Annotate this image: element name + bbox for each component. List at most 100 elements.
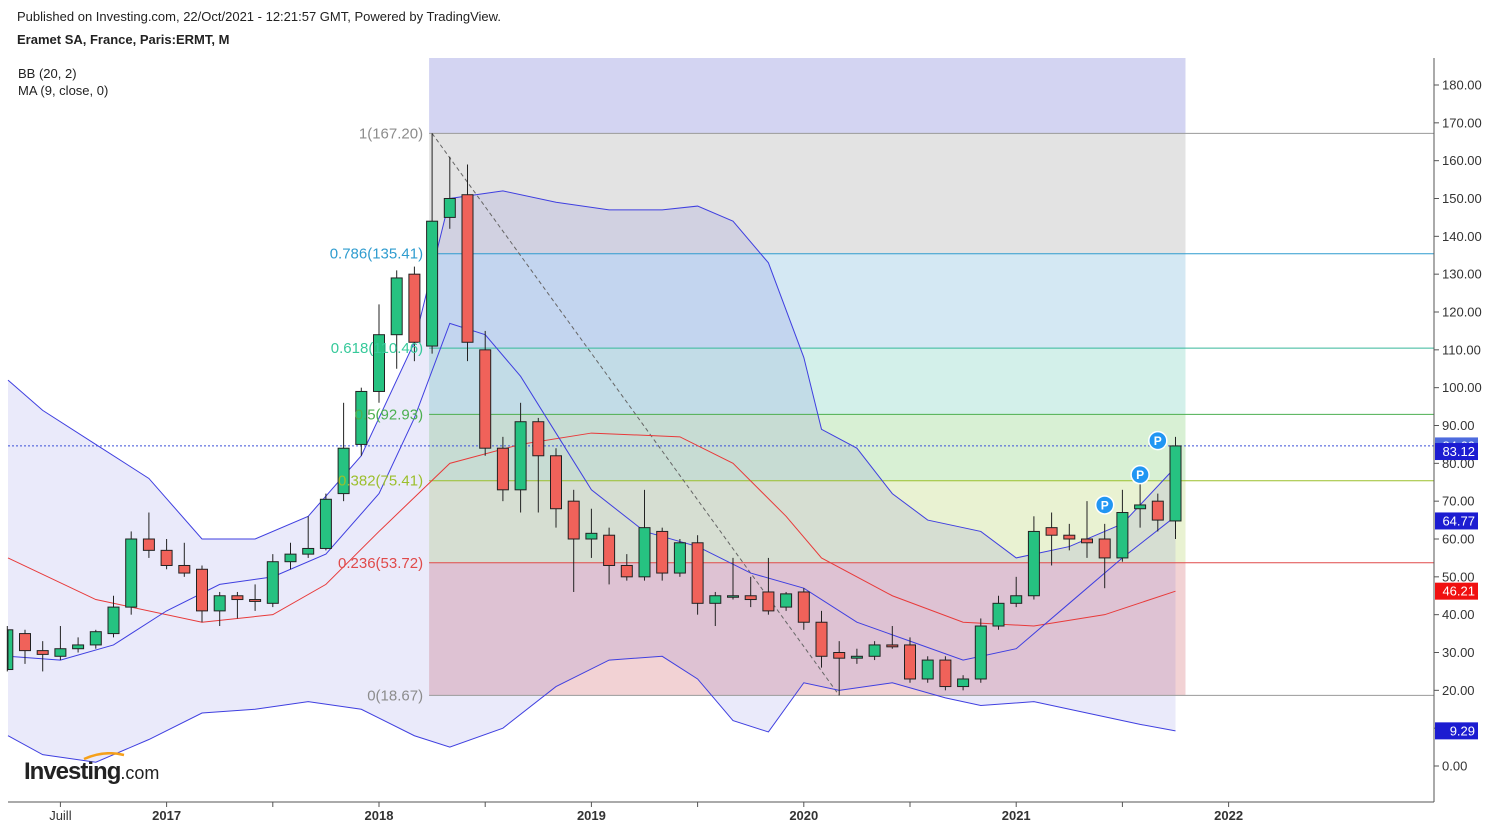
indicator-ma-label[interactable]: MA (9, close, 0) — [18, 83, 109, 98]
fib-label-0: 0(18.67) — [367, 687, 423, 704]
candle-body — [691, 542, 704, 604]
pivot-marker-circle — [1130, 464, 1150, 485]
candle-2017-09 — [302, 516, 315, 558]
candle-2017-07 — [266, 554, 279, 608]
candle-2019-12 — [780, 591, 793, 611]
candle-body — [125, 538, 138, 608]
fib-extension-zone — [429, 58, 1186, 134]
bollinger-basis-line — [7, 432, 1176, 627]
candle-body — [1027, 530, 1040, 597]
candle-body — [1098, 538, 1111, 559]
fib-label-0.5: 0.5(92.93) — [355, 406, 423, 423]
candle-body — [727, 595, 739, 598]
candle-body — [390, 277, 403, 336]
candle-2017-12 — [355, 387, 368, 456]
y-tick-label: 170.00 — [1442, 115, 1482, 130]
candle-2021-07 — [1116, 489, 1129, 562]
y-tick-label: 70.00 — [1442, 494, 1475, 509]
candle-body — [461, 194, 474, 343]
x-tick-label: 2019 — [577, 808, 606, 823]
candle-2021-06 — [1098, 523, 1111, 589]
candle-body — [1081, 538, 1093, 544]
y-tick-label: 30.00 — [1442, 645, 1475, 660]
candle-2021-09 — [1151, 493, 1164, 532]
fibonacci-labels: 1(167.20) 0.786(135.41) 0.618(110.46) 0.5(9… — [330, 125, 423, 704]
candle-2019-09 — [727, 557, 739, 600]
x-tick-label: 2017 — [152, 808, 181, 823]
candle-2017-08 — [284, 542, 297, 570]
y-tick-label: 110.00 — [1442, 342, 1481, 357]
candle-2016-10 — [107, 595, 120, 638]
candle-body — [213, 595, 226, 612]
y-tick-label: 50.00 — [1442, 569, 1475, 584]
candle-2019-10 — [744, 576, 757, 608]
candle-2017-05 — [231, 591, 244, 619]
candle-body — [921, 659, 934, 680]
candle-body — [550, 455, 562, 510]
candle-body — [142, 538, 155, 551]
fib-zone-0.786 — [429, 253, 1186, 349]
price-tag-box — [1435, 722, 1478, 740]
x-tick-label: 2021 — [1002, 808, 1031, 823]
candle-2019-03 — [620, 554, 633, 581]
candle-2020-12 — [992, 595, 1005, 630]
candle-2016-09 — [89, 629, 102, 649]
candle-2020-08 — [921, 656, 934, 683]
candle-2019-04 — [638, 489, 651, 581]
logo-swoosh-icon — [83, 752, 125, 760]
candle-2016-12 — [142, 512, 155, 558]
candle-2020-04 — [850, 648, 863, 664]
price-tag-box — [1435, 582, 1478, 600]
fib-label-0.382: 0.382(75.41) — [338, 473, 423, 490]
candle-body — [373, 334, 385, 392]
candle-body — [426, 220, 439, 347]
candle-2020-02 — [815, 610, 828, 668]
candle-2019-08 — [709, 591, 722, 627]
pivot-marker-3: P — [1148, 430, 1168, 451]
candle-body — [762, 591, 775, 612]
candle-body — [1169, 445, 1182, 522]
candle-body — [992, 602, 1005, 627]
candle-body — [532, 421, 545, 457]
candle-body — [178, 564, 191, 574]
candle-2020-05 — [868, 641, 881, 661]
investing-logo: Investing.com — [24, 752, 159, 786]
candle-body — [355, 390, 368, 445]
y-tick-label: 180.00 — [1442, 78, 1482, 93]
pivot-marker-2: P — [1130, 464, 1150, 485]
pivot-marker-circle — [1148, 430, 1168, 451]
candle-body — [496, 447, 509, 491]
price-tag-83.12: 83.12 — [1435, 443, 1478, 461]
candle-2018-08 — [496, 436, 509, 502]
candle-2018-01 — [373, 304, 385, 403]
price-tag-box — [1435, 443, 1478, 461]
candle-body — [107, 606, 120, 635]
candle-2020-09 — [939, 656, 952, 691]
bollinger-band-fill — [8, 190, 1176, 763]
fib-zone-0.618 — [429, 348, 1186, 415]
candle-body — [514, 421, 527, 491]
candle-body — [231, 595, 244, 601]
candle-2021-10 — [1169, 436, 1182, 539]
price-tag-9.29: 9.29 — [1435, 722, 1478, 740]
candle-2020-10 — [957, 675, 970, 691]
price-tag-label: 64.77 — [1442, 513, 1475, 528]
candle-2018-06 — [461, 164, 474, 362]
indicator-lines — [7, 190, 1434, 763]
y-tick-label: 20.00 — [1442, 683, 1475, 698]
pivot-marker-label: P — [1101, 498, 1109, 512]
candle-2021-03 — [1045, 512, 1058, 566]
indicator-bollinger-label[interactable]: BB (20, 2) — [18, 66, 77, 81]
candle-body — [36, 650, 49, 655]
candle-2016-08 — [72, 637, 85, 653]
candle-2018-07 — [479, 330, 492, 456]
candle-2019-05 — [656, 527, 669, 581]
bollinger-upper-line — [7, 190, 1176, 559]
candle-body — [1063, 534, 1076, 540]
candle-2019-07 — [691, 535, 704, 615]
candle-body — [567, 500, 580, 540]
candle-body — [1116, 512, 1129, 559]
candle-body — [780, 593, 793, 608]
x-tick-label: Juill — [49, 808, 72, 823]
